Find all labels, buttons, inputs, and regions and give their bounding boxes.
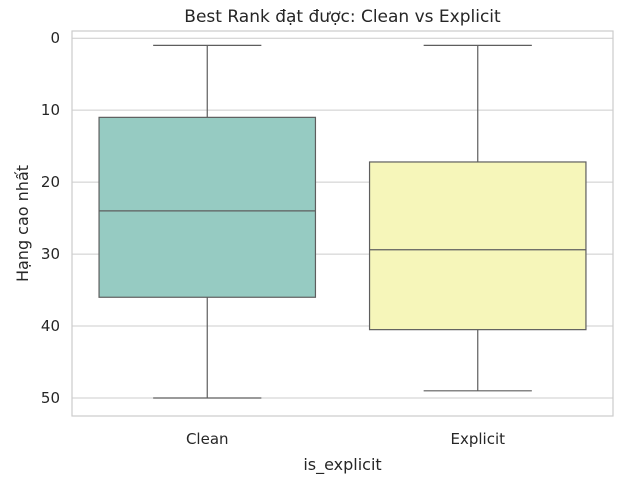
- x-tick-labels: Clean Explicit: [186, 430, 505, 448]
- box-group-explicit: [368, 44, 587, 392]
- box-layer: [98, 44, 587, 399]
- plot-frame: [71, 30, 614, 417]
- box-explicit: [368, 161, 587, 331]
- y-tick-50: 50: [41, 389, 60, 407]
- y-tick-40: 40: [41, 317, 60, 335]
- y-tick-30: 30: [41, 245, 60, 263]
- chart-title: Best Rank đạt được: Clean vs Explicit: [184, 7, 501, 27]
- x-tick-clean: Clean: [186, 430, 229, 448]
- y-axis-label: Hạng cao nhất: [13, 165, 32, 282]
- y-tick-labels: 0 10 20 30 40 50: [41, 29, 60, 407]
- box-clean: [98, 116, 317, 298]
- y-tick-10: 10: [41, 101, 60, 119]
- y-tick-0: 0: [50, 29, 60, 47]
- box-group-clean: [98, 44, 317, 399]
- x-axis-label: is_explicit: [303, 455, 381, 475]
- x-tick-explicit: Explicit: [450, 430, 505, 448]
- y-tick-20: 20: [41, 173, 60, 191]
